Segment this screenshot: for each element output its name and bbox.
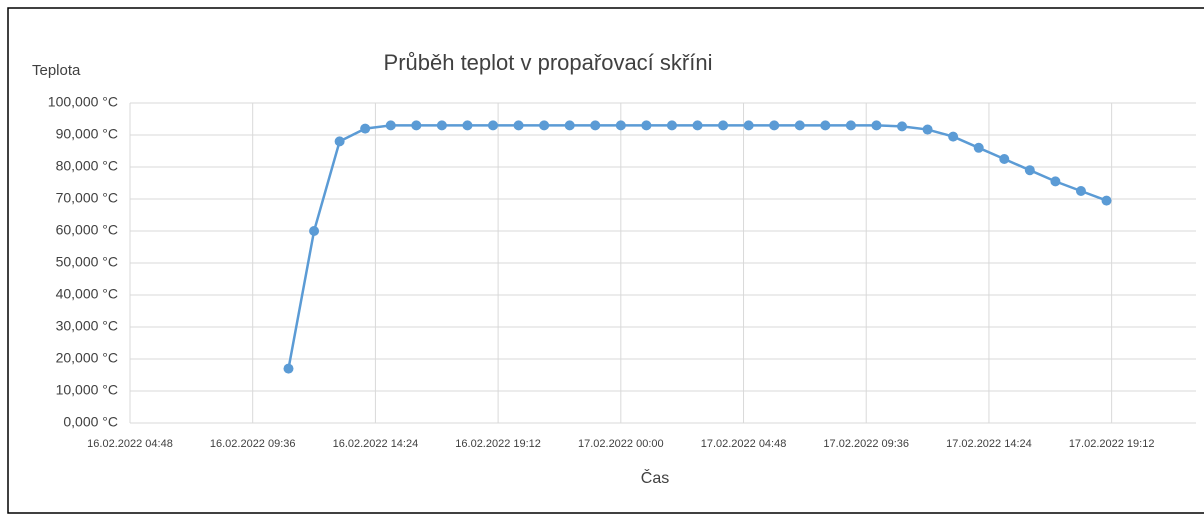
- data-point: [539, 120, 550, 131]
- data-point: [845, 120, 856, 131]
- y-tick-label: 20,000 °C: [56, 350, 118, 366]
- data-point: [794, 120, 805, 131]
- x-tick-label: 17.02.2022 19:12: [1069, 438, 1155, 450]
- data-point: [973, 142, 984, 153]
- y-tick-label: 90,000 °C: [56, 126, 118, 142]
- x-tick-label: 17.02.2022 14:24: [946, 438, 1032, 450]
- data-point: [1050, 176, 1061, 187]
- data-point: [1101, 195, 1112, 206]
- data-point: [692, 120, 703, 131]
- data-point: [1075, 186, 1086, 196]
- data-point: [999, 154, 1010, 164]
- data-point: [871, 120, 882, 131]
- y-axis-label: Teplota: [32, 62, 81, 79]
- x-tick-label: 16.02.2022 19:12: [455, 438, 541, 450]
- y-tick-label: 70,000 °C: [56, 190, 118, 206]
- data-point: [897, 121, 908, 132]
- x-tick-label: 16.02.2022 14:24: [333, 438, 419, 450]
- data-point: [666, 120, 677, 131]
- x-tick-label: 16.02.2022 04:48: [87, 438, 173, 450]
- x-tick-label: 17.02.2022 04:48: [701, 438, 787, 450]
- data-point: [488, 120, 499, 131]
- data-point: [743, 120, 754, 131]
- y-tick-label: 40,000 °C: [56, 286, 118, 302]
- chart-title: Průběh teplot v propařovací skříni: [384, 50, 713, 75]
- y-tick-label: 10,000 °C: [56, 382, 118, 398]
- data-point: [462, 120, 473, 131]
- data-point: [283, 363, 294, 374]
- data-point: [436, 120, 447, 131]
- x-tick-label: 17.02.2022 09:36: [823, 438, 909, 450]
- y-tick-label: 30,000 °C: [56, 318, 118, 334]
- data-point: [718, 120, 729, 131]
- x-tick-label: 16.02.2022 09:36: [210, 438, 296, 450]
- y-tick-label: 80,000 °C: [56, 158, 118, 174]
- data-point: [334, 136, 345, 147]
- data-point: [1024, 165, 1035, 176]
- data-point: [922, 124, 933, 135]
- x-axis-label: Čas: [641, 468, 669, 487]
- data-point: [641, 120, 652, 131]
- data-point: [385, 120, 396, 131]
- y-tick-label: 100,000 °C: [48, 94, 118, 110]
- data-point: [769, 120, 780, 131]
- x-tick-label: 17.02.2022 00:00: [578, 438, 664, 450]
- data-point: [564, 120, 575, 131]
- data-point: [360, 123, 371, 134]
- y-tick-label: 60,000 °C: [56, 222, 118, 238]
- chart-frame: [7, 7, 1204, 514]
- data-point: [590, 120, 601, 131]
- data-point: [615, 120, 626, 131]
- data-point: [309, 226, 320, 236]
- data-point: [820, 120, 831, 131]
- y-tick-label: 50,000 °C: [56, 254, 118, 270]
- data-point: [513, 120, 524, 131]
- data-point: [411, 120, 422, 131]
- data-point: [948, 131, 959, 142]
- y-tick-label: 0,000 °C: [63, 414, 118, 430]
